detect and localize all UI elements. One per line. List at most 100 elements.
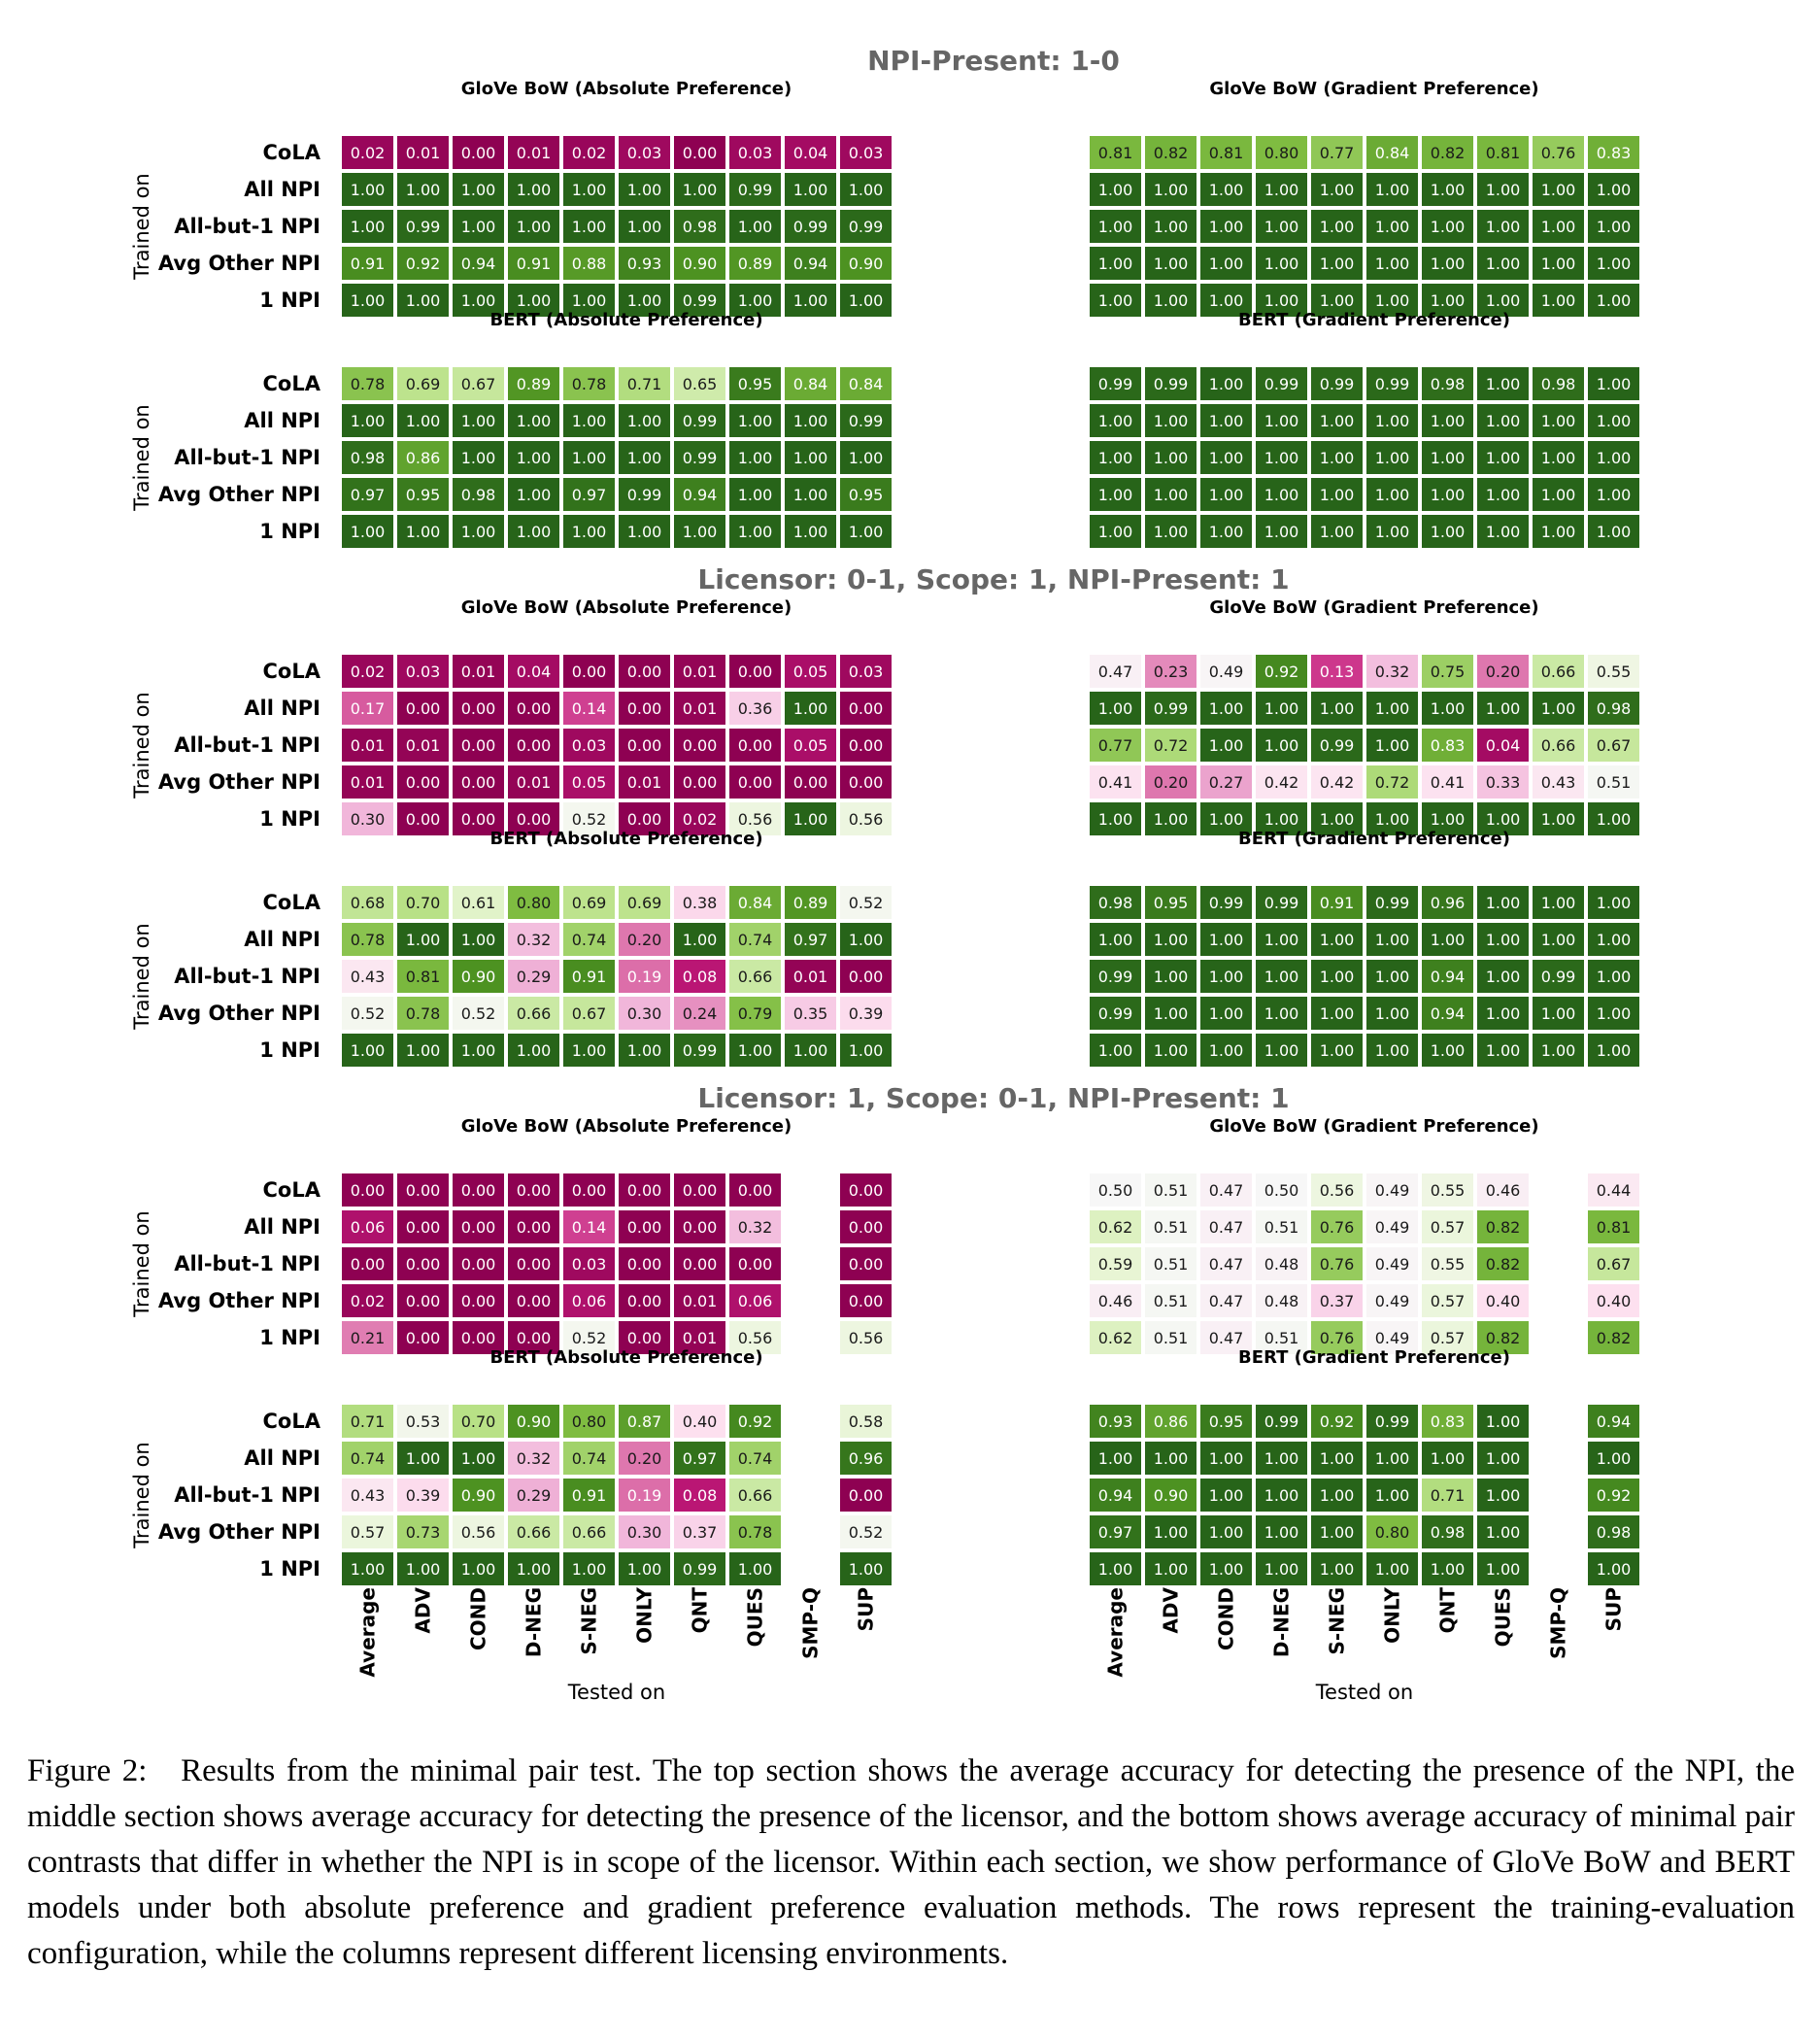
heatmap-cell [1366, 478, 1418, 511]
cell-value-label: 0.74 [738, 931, 773, 949]
section-1-glove-bow-absolute-preference-row-label: 1 NPI [259, 289, 320, 312]
heatmap-cell [508, 1405, 559, 1438]
section-2-bert-absolute-preference-panel: BERT (Absolute Preference) CoLA All NPI All… [130, 829, 892, 1067]
heatmap-cell [1090, 886, 1141, 919]
heatmap-cell [397, 1173, 449, 1207]
cell-value-label: 0.76 [1320, 1218, 1355, 1237]
heatmap-cell [342, 515, 393, 548]
cell-value-label: 1.00 [1431, 412, 1466, 430]
heatmap-cell [563, 515, 615, 548]
cell-value-label: 0.62 [1098, 1218, 1133, 1237]
heatmap-cell [1422, 1515, 1473, 1548]
cell-value-label: 1.00 [1264, 1560, 1299, 1579]
heatmap-cell [1256, 1284, 1307, 1317]
heatmap-cell [840, 1405, 892, 1438]
cell-value-label: 0.47 [1209, 1181, 1244, 1200]
heatmap-cell [508, 367, 559, 400]
cell-value-label: 0.82 [1154, 144, 1189, 162]
section-3-bert-absolute-preference-title: BERT (Absolute Preference) [489, 1347, 762, 1368]
cell-value-label: 0.61 [461, 894, 496, 912]
section-1-glove-bow-absolute-preference-y-axis-label: Trained on [130, 173, 153, 280]
cell-value-label: 1.00 [1431, 1560, 1466, 1579]
cell-value-label: 0.00 [683, 144, 718, 162]
cell-value-label: 1.00 [1375, 699, 1410, 718]
heatmap-cell [729, 1442, 781, 1475]
cell-value-label: 1.00 [1098, 449, 1133, 467]
cell-value-label: 1.00 [1209, 699, 1244, 718]
heatmap-cell [508, 136, 559, 169]
heatmap-cell [1200, 136, 1252, 169]
heatmap-cell [1256, 247, 1307, 280]
cell-value-label: 1.00 [1209, 968, 1244, 986]
heatmap-cell [1477, 1552, 1529, 1585]
heatmap-cell [785, 692, 836, 725]
heatmap-cell [1366, 1405, 1418, 1438]
cell-value-label: 1.00 [1264, 255, 1299, 273]
cell-value-label: 1.00 [1597, 412, 1632, 430]
heatmap-cell [1311, 729, 1363, 762]
heatmap-cell [1090, 802, 1141, 835]
heatmap-cell [397, 1284, 449, 1317]
cell-value-label: 0.84 [738, 894, 773, 912]
heatmap-cell [1477, 441, 1529, 474]
cell-value-label: 0.99 [683, 1560, 718, 1579]
cell-value-label: 0.92 [1597, 1486, 1632, 1505]
heatmap-cell [729, 515, 781, 548]
heatmap-cell [1422, 284, 1473, 317]
heatmap-cell [342, 367, 393, 400]
cell-value-label: 0.78 [406, 1004, 441, 1023]
heatmap-cell [397, 765, 449, 799]
cell-value-label: 1.00 [1431, 486, 1466, 504]
cell-value-label: 1.00 [1320, 486, 1355, 504]
cell-value-label: 1.00 [351, 412, 386, 430]
cell-value-label: 1.00 [1541, 449, 1576, 467]
heatmap-cell [1422, 1405, 1473, 1438]
cell-value-label: 0.83 [1431, 1412, 1466, 1431]
heatmap-cell [785, 923, 836, 956]
section-2-glove-bow-absolute-preference-y-axis-label: Trained on [130, 692, 153, 799]
heatmap-cell [1422, 1479, 1473, 1512]
heatmap-cell [1588, 1210, 1639, 1243]
cell-value-label: 1.00 [1320, 968, 1355, 986]
cell-value-label: 1.00 [572, 181, 607, 199]
cell-value-label: 0.01 [683, 1292, 718, 1310]
cell-value-label: 1.00 [1209, 1041, 1244, 1060]
cell-value-label: 1.00 [627, 523, 662, 541]
heatmap-cell [1311, 765, 1363, 799]
caption-text: Results from the minimal pair test. The … [27, 1753, 1796, 1971]
heatmap-cell [508, 655, 559, 688]
heatmap-cell [1477, 886, 1529, 919]
cell-value-label: 1.00 [1431, 291, 1466, 310]
cell-value-label: 0.91 [1320, 894, 1355, 912]
cell-value-label: 0.00 [517, 736, 552, 755]
cell-value-label: 0.79 [738, 1004, 773, 1023]
cell-value-label: 0.99 [1320, 736, 1355, 755]
heatmap-cell [397, 173, 449, 206]
cell-value-label: 0.52 [351, 1004, 386, 1023]
heatmap-cell [1256, 960, 1307, 993]
heatmap-cell [563, 960, 615, 993]
section-2-bert-absolute-preference-y-axis-label: Trained on [130, 923, 153, 1030]
heatmap-cell [674, 247, 725, 280]
heatmap-cell [342, 655, 393, 688]
heatmap-cell [840, 765, 892, 799]
cell-value-label: 0.71 [627, 375, 662, 393]
cell-value-label: 0.00 [517, 1329, 552, 1347]
heatmap-cell [508, 729, 559, 762]
heatmap-cell [1422, 247, 1473, 280]
cell-value-label: 0.00 [683, 736, 718, 755]
cell-value-label: 0.92 [738, 1412, 773, 1431]
heatmap-cell [840, 1034, 892, 1067]
section-1-glove-bow-absolute-preference-title: GloVe BoW (Absolute Preference) [461, 79, 792, 99]
cell-value-label: 0.62 [1098, 1329, 1133, 1347]
cell-value-label: 0.83 [1597, 144, 1632, 162]
cell-value-label: 0.94 [1098, 1486, 1133, 1505]
heatmap-cell [453, 515, 504, 548]
cell-value-label: 1.00 [1098, 181, 1133, 199]
heatmap-cell [1256, 765, 1307, 799]
cell-value-label: 0.74 [572, 931, 607, 949]
heatmap-cell [840, 655, 892, 688]
section-1-bert-gradient-preference-title: BERT (Gradient Preference) [1238, 310, 1510, 330]
cell-value-label: 0.00 [738, 773, 773, 792]
heatmap-cell [1588, 1321, 1639, 1354]
